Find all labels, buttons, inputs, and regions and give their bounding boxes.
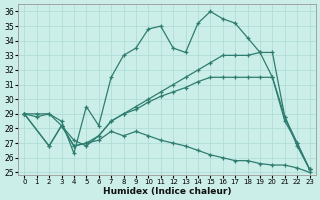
X-axis label: Humidex (Indice chaleur): Humidex (Indice chaleur) [103,187,231,196]
